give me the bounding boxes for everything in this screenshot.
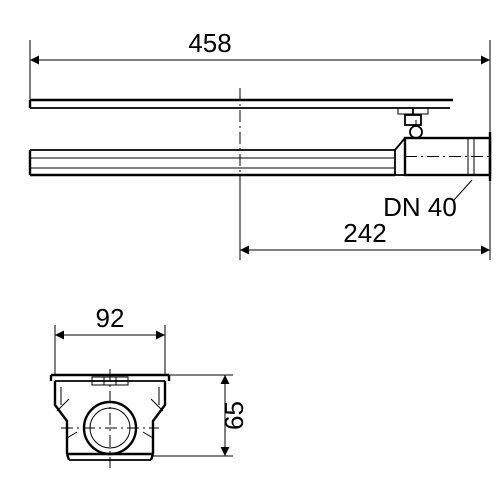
svg-text:65: 65 <box>219 401 249 430</box>
svg-text:92: 92 <box>96 303 125 333</box>
svg-text:458: 458 <box>188 28 231 58</box>
svg-text:242: 242 <box>343 218 386 248</box>
dn-label: DN 40 <box>383 192 457 222</box>
